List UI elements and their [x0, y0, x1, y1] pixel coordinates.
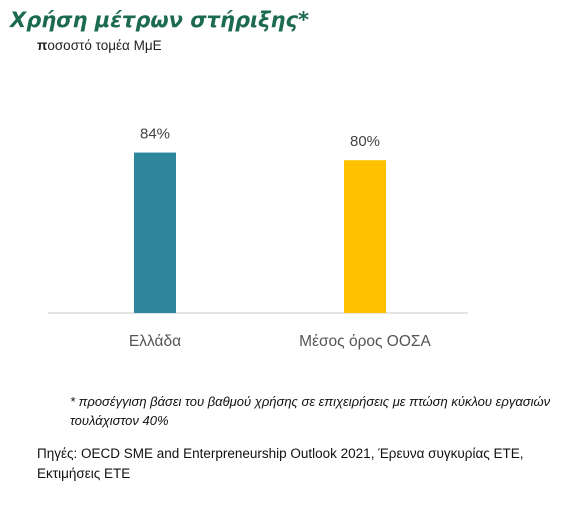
category-label-2: Μέσος όρος ΟΟΣΑ [299, 333, 431, 350]
bar-2 [344, 160, 386, 313]
data-label-2: 80% [350, 133, 380, 150]
chart-title: Χρήση μέτρων στήριξης* [10, 8, 309, 32]
chart-subtitle-text: οσοστό τομέα ΜμΕ [47, 38, 162, 53]
source-note: Πηγές: OECD SME and Enterpreneurship Out… [37, 446, 524, 481]
data-label-1: 84% [140, 126, 170, 143]
category-label-1: Ελλάδα [129, 333, 181, 350]
bar-chart: 84% Ελλάδα 80% Μέσος όρος ΟΟΣΑ [48, 126, 468, 350]
footnote: * προσέγγιση βάσει του βαθμού χρήσης σε … [70, 394, 551, 428]
chart-subtitle-initial: π [37, 38, 48, 53]
chart-subtitle: ποσοστό τομέα ΜμΕ [37, 38, 162, 53]
bar-1 [134, 152, 176, 313]
